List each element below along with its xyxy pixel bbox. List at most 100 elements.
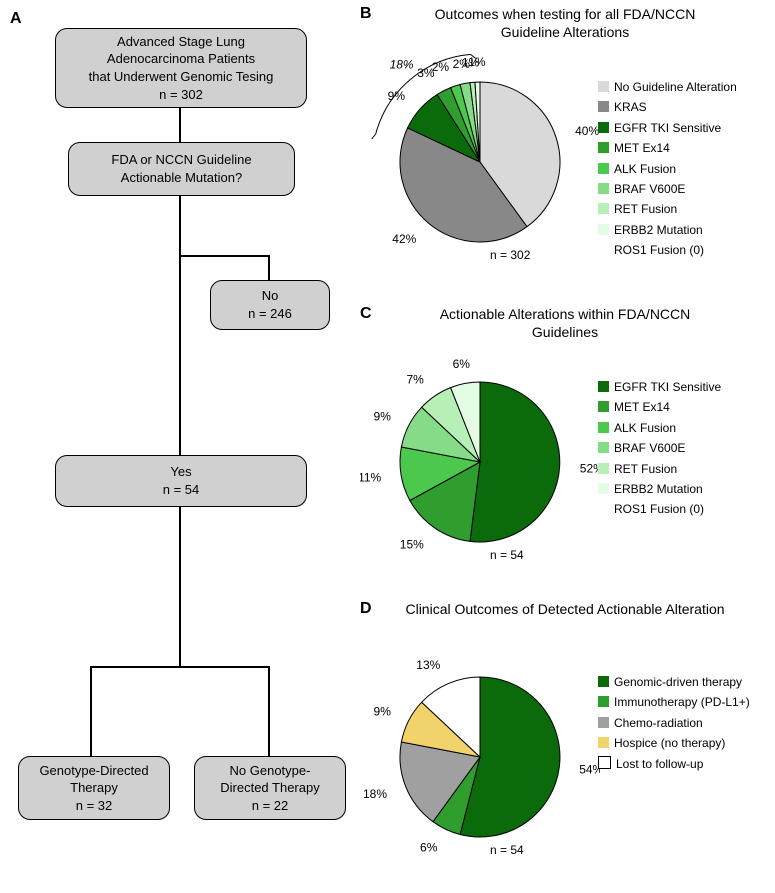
legend-label: ALK Fusion — [614, 421, 676, 435]
legend-item: EGFR TKI Sensitive — [598, 377, 721, 397]
fc-connector — [90, 666, 270, 668]
slice-pct: 6% — [453, 357, 471, 371]
legend-swatch — [598, 737, 609, 748]
fc-connector — [179, 255, 181, 455]
chart-title: Outcomes when testing for all FDA/NCCNGu… — [400, 5, 730, 41]
legend-swatch — [598, 183, 609, 194]
legend-swatch — [598, 717, 609, 728]
slice-pct: 2% — [432, 60, 450, 74]
legend-swatch — [598, 101, 609, 112]
fc-connector — [90, 666, 92, 756]
slice-pct: 7% — [406, 372, 424, 386]
legend-label: Immunotherapy (PD-L1+) — [614, 695, 750, 709]
legend-label: Genomic-driven therapy — [614, 675, 742, 689]
legend-swatch — [598, 203, 609, 214]
pie-svg: 54%6%18%9%13% — [360, 642, 600, 872]
fc-text: FDA or NCCN GuidelineActionable Mutation… — [111, 151, 251, 186]
panel-tag: C — [360, 305, 372, 323]
legend-item: RET Fusion — [598, 459, 721, 479]
legend-item: ROS1 Fusion (0) — [598, 499, 721, 519]
legend-swatch — [598, 163, 609, 174]
legend-item: ALK Fusion — [598, 418, 721, 438]
legend-label: BRAF V600E — [614, 441, 685, 455]
legend-item: RET Fusion — [598, 199, 737, 219]
legend-item: Chemo-radiation — [598, 713, 750, 733]
legend-item: ERBB2 Mutation — [598, 479, 721, 499]
bracket-label: 18% — [390, 58, 414, 72]
fc-text: Genotype-DirectedTherapyn = 32 — [39, 762, 148, 815]
legend-item: MET Ex14 — [598, 397, 721, 417]
chart-title: Clinical Outcomes of Detected Actionable… — [400, 600, 730, 618]
panels-bcd: BOutcomes when testing for all FDA/NCCNG… — [360, 0, 770, 893]
legend: Genomic-driven therapy Immunotherapy (PD-… — [598, 672, 750, 774]
legend-swatch — [598, 676, 609, 687]
pie-svg: 52% 15% 11% 9% 7% 6% — [360, 347, 600, 577]
legend-label: RET Fusion — [614, 202, 677, 216]
legend-swatch — [598, 381, 609, 392]
slice-pct: 9% — [374, 410, 392, 424]
legend-swatch — [598, 463, 609, 474]
panel-a: A Advanced Stage LungAdenocarcinoma Pati… — [10, 10, 350, 880]
fc-connector — [179, 506, 181, 666]
legend-item: EGFR TKI Sensitive — [598, 118, 737, 138]
slice-pct: 42% — [392, 232, 416, 246]
legend-label: EGFR TKI Sensitive — [614, 121, 721, 135]
legend-label: ERBB2 Mutation — [614, 482, 703, 496]
slice-pct: 15% — [400, 538, 424, 552]
legend-item: ROS1 Fusion (0) — [598, 240, 737, 260]
legend-swatch — [598, 483, 609, 494]
legend-item: BRAF V600E — [598, 179, 737, 199]
fc-text: Yesn = 54 — [163, 463, 200, 498]
fc-connector — [179, 107, 181, 142]
legend-item: BRAF V600E — [598, 438, 721, 458]
legend-item: KRAS — [598, 97, 737, 117]
slice-pct: 6% — [420, 841, 438, 855]
legend-swatch — [598, 142, 609, 153]
legend-label: No Guideline Alteration — [614, 80, 737, 94]
legend-item: No Guideline Alteration — [598, 77, 737, 97]
slice-pct: 13% — [416, 658, 440, 672]
fc-box-yes: Yesn = 54 — [55, 455, 307, 507]
fc-text: No Genotype-Directed Therapyn = 22 — [220, 762, 319, 815]
slice-pct: 9% — [374, 705, 392, 719]
fc-box-cohort: Advanced Stage LungAdenocarcinoma Patien… — [55, 28, 307, 108]
legend-swatch — [598, 696, 609, 707]
n-label: n = 302 — [490, 248, 530, 262]
slice-pct: 52% — [580, 461, 600, 475]
slice-pct: 54% — [579, 763, 600, 777]
legend-label: KRAS — [614, 100, 647, 114]
fc-box-question: FDA or NCCN GuidelineActionable Mutation… — [68, 142, 295, 196]
legend: EGFR TKI Sensitive MET Ex14 ALK Fusion BRAF… — [598, 377, 721, 520]
fc-text: Non = 246 — [248, 287, 292, 322]
n-label: n = 54 — [490, 548, 524, 562]
slice-pct: 9% — [388, 89, 406, 103]
legend-swatch — [598, 756, 611, 769]
slice-pct: 11% — [360, 471, 382, 485]
figure-page: A Advanced Stage LungAdenocarcinoma Pati… — [0, 0, 775, 893]
legend-item: ALK Fusion — [598, 159, 737, 179]
legend-swatch — [598, 422, 609, 433]
fc-connector — [179, 195, 181, 255]
legend-label: MET Ex14 — [614, 400, 670, 414]
legend-swatch — [598, 244, 609, 255]
legend-label: ERBB2 Mutation — [614, 223, 703, 237]
legend-label: Lost to follow-up — [616, 757, 703, 771]
panel-tag: D — [360, 600, 372, 618]
legend-item: Immunotherapy (PD-L1+) — [598, 692, 750, 712]
pie-slice — [470, 382, 560, 542]
legend-label: Chemo-radiation — [614, 716, 703, 730]
legend-item: Genomic-driven therapy — [598, 672, 750, 692]
legend-swatch — [598, 81, 609, 92]
legend-label: BRAF V600E — [614, 182, 685, 196]
legend-label: ROS1 Fusion (0) — [614, 243, 704, 257]
fc-connector — [179, 255, 269, 257]
legend-swatch — [598, 442, 609, 453]
legend-swatch — [598, 401, 609, 412]
fc-connector — [268, 666, 270, 756]
legend-item: MET Ex14 — [598, 138, 737, 158]
fc-box-gdt: Genotype-DirectedTherapyn = 32 — [18, 756, 170, 820]
legend: No Guideline Alteration KRAS EGFR TKI Sens… — [598, 77, 737, 261]
legend-swatch — [598, 224, 609, 235]
fc-connector — [268, 255, 270, 280]
legend-label: Hospice (no therapy) — [614, 736, 725, 750]
